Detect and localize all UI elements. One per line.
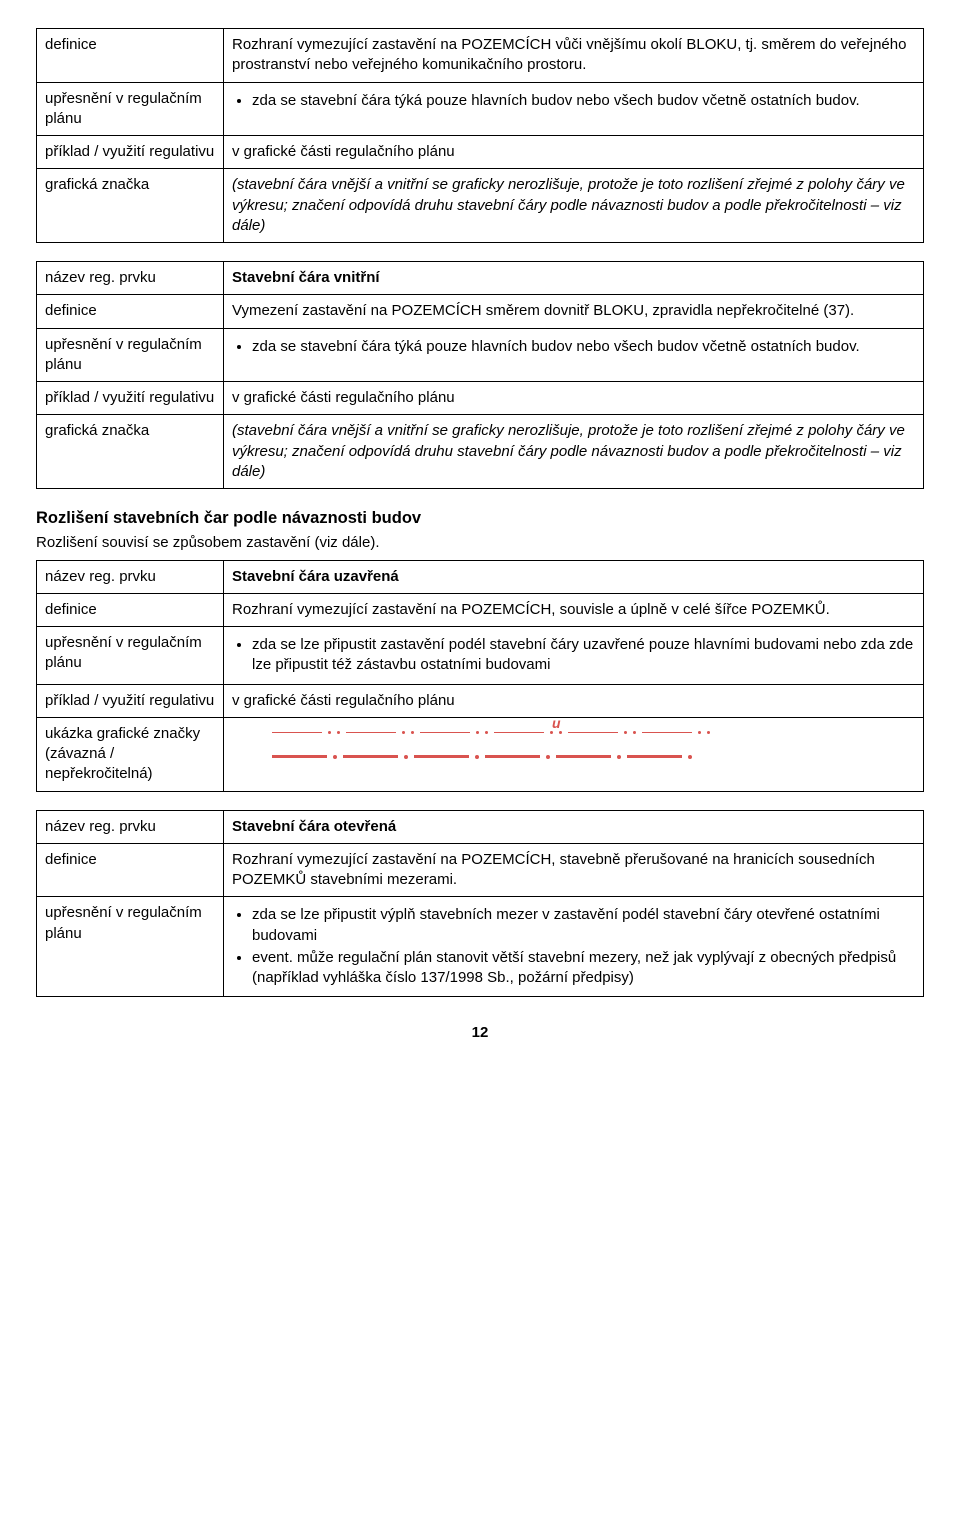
page-number: 12: [36, 1023, 924, 1043]
row-value: Stavební čára vnitřní: [224, 262, 924, 295]
row-value: Rozhraní vymezující zastavění na POZEMCÍ…: [224, 843, 924, 897]
row-value: u: [224, 717, 924, 791]
line-row-bottom: [272, 748, 915, 766]
row-value: Vymezení zastavění na POZEMCÍCH směrem d…: [224, 295, 924, 328]
row-label: grafická značka: [37, 415, 224, 489]
row-value: (stavební čára vnější a vnitřní se grafi…: [224, 169, 924, 243]
row-label: grafická značka: [37, 169, 224, 243]
row-label: název reg. prvku: [37, 262, 224, 295]
row-label: příklad / využití regulativu: [37, 382, 224, 415]
bullet-item: zda se stavební čára týká pouze hlavních…: [252, 91, 915, 111]
row-value: Stavební čára uzavřená: [224, 560, 924, 593]
row-value: v grafické části regulačního plánu: [224, 136, 924, 169]
bullet-item: zda se stavební čára týká pouze hlavních…: [252, 337, 915, 357]
row-label: název reg. prvku: [37, 560, 224, 593]
row-label: ukázka grafické značky (závazná / nepřek…: [37, 717, 224, 791]
row-value: zda se stavební čára týká pouze hlavních…: [224, 82, 924, 136]
bullet-item: event. může regulační plán stanovit větš…: [252, 948, 915, 989]
line-row-top: [272, 724, 915, 742]
row-label: definice: [37, 843, 224, 897]
table-uzavrena: název reg. prvku Stavební čára uzavřená …: [36, 560, 924, 792]
row-value: v grafické části regulačního plánu: [224, 684, 924, 717]
row-label: upřesnění v regulačním plánu: [37, 328, 224, 382]
row-label: definice: [37, 29, 224, 83]
section-heading: Rozlišení stavebních čar podle návaznost…: [36, 507, 924, 529]
bullet-item: zda se lze připustit zastavění podél sta…: [252, 635, 915, 676]
row-label: upřesnění v regulačním plánu: [37, 627, 224, 685]
bullet-item: zda se lze připustit výplň stavebních me…: [252, 905, 915, 946]
table-otevrena: název reg. prvku Stavební čára otevřená …: [36, 810, 924, 998]
row-label: definice: [37, 295, 224, 328]
row-label: upřesnění v regulačním plánu: [37, 82, 224, 136]
row-label: příklad / využití regulativu: [37, 684, 224, 717]
row-value: (stavební čára vnější a vnitřní se grafi…: [224, 415, 924, 489]
row-value: zda se lze připustit výplň stavebních me…: [224, 897, 924, 997]
line-marker-diagram: u: [232, 724, 915, 776]
row-label: definice: [37, 593, 224, 626]
row-value: Rozhraní vymezující zastavění na POZEMCÍ…: [224, 29, 924, 83]
row-label: příklad / využití regulativu: [37, 136, 224, 169]
row-value: v grafické části regulačního plánu: [224, 382, 924, 415]
row-value: Stavební čára otevřená: [224, 810, 924, 843]
row-label: název reg. prvku: [37, 810, 224, 843]
section-subtext: Rozlišení souvisí se způsobem zastavění …: [36, 533, 924, 553]
row-value: zda se stavební čára týká pouze hlavních…: [224, 328, 924, 382]
row-label: upřesnění v regulačním plánu: [37, 897, 224, 997]
table-vnitrni: název reg. prvku Stavební čára vnitřní d…: [36, 261, 924, 489]
table-vnejsi: definice Rozhraní vymezující zastavění n…: [36, 28, 924, 243]
marker-label: u: [552, 714, 561, 733]
row-value: zda se lze připustit zastavění podél sta…: [224, 627, 924, 685]
row-value: Rozhraní vymezující zastavění na POZEMCÍ…: [224, 593, 924, 626]
